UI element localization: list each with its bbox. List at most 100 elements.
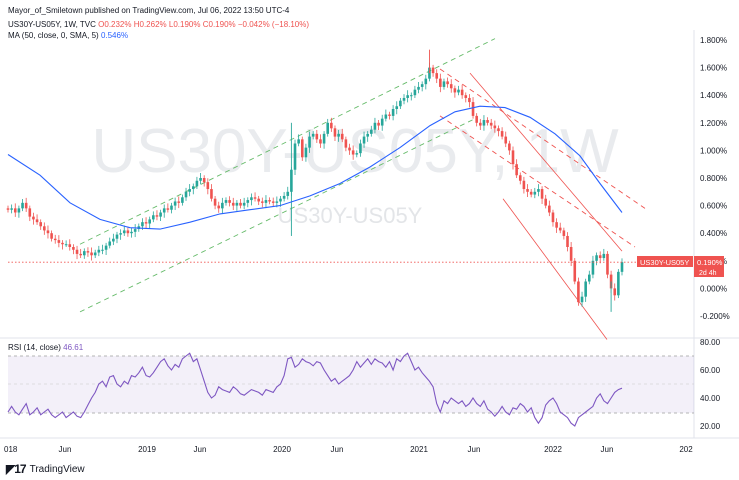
candle-body [162, 208, 166, 213]
candle-body [72, 247, 75, 250]
candle-body [482, 120, 486, 126]
candle-body [235, 202, 239, 206]
candle-body [213, 198, 217, 206]
time-tick-label: 202 [679, 445, 693, 454]
candle-body [195, 180, 199, 187]
rsi-tick-label: 60.00 [700, 366, 721, 375]
candle-body [500, 131, 504, 137]
candle-body [108, 241, 112, 246]
time-tick-label: 2022 [544, 445, 562, 454]
candle-body [275, 201, 279, 203]
candle-body [268, 200, 271, 202]
candle-body [366, 133, 369, 137]
channel-red-inner-top [469, 72, 623, 252]
candle-body [13, 208, 17, 213]
candle-body [540, 189, 544, 199]
tradingview-logo-icon: ◤17 [6, 462, 27, 476]
candle-body [68, 244, 72, 247]
candle-body [508, 143, 511, 151]
candle-body [555, 222, 558, 228]
candle-body [573, 260, 577, 282]
candle-body [250, 197, 253, 201]
candle-body [112, 238, 115, 242]
candle-body [159, 212, 162, 217]
candle-body [148, 219, 151, 224]
candle-body [304, 147, 308, 158]
candle-body [617, 271, 620, 296]
candle-body [217, 205, 221, 209]
candle-body [406, 95, 409, 98]
candle-body [439, 78, 442, 87]
candle-body [93, 252, 97, 256]
candle-body [210, 189, 213, 199]
candle-body [39, 222, 42, 227]
candle-body [333, 128, 337, 137]
rsi-label: RSI (14, close) [8, 343, 61, 352]
candle-body [24, 202, 28, 209]
candle-body [566, 235, 569, 247]
price-tag-value: 0.190% [697, 258, 723, 267]
price-tick-label: -0.200% [700, 312, 730, 321]
ma-legend[interactable]: MA (50, close, 0, SMA, 5) 0.546% [8, 31, 128, 40]
candle-body [370, 129, 373, 134]
candle-body [126, 230, 130, 234]
candle-body [152, 215, 155, 220]
rsi-legend[interactable]: RSI (14, close) 46.61 [8, 343, 83, 352]
ma-line[interactable] [7, 105, 623, 230]
candle-body [239, 202, 242, 206]
candle-body [199, 178, 202, 181]
candle-body [46, 230, 50, 234]
candle-body [32, 216, 35, 220]
candles[interactable] [6, 49, 624, 312]
candle-body [620, 262, 624, 272]
price-tag-countdown: 2d 4h [699, 270, 717, 277]
candle-body [43, 226, 46, 231]
candle-body [584, 281, 587, 297]
candle-body [53, 238, 57, 241]
rsi-tick-label: 80.00 [700, 338, 721, 347]
candle-body [181, 197, 184, 203]
candle-body [558, 227, 562, 231]
candle-body [21, 202, 24, 209]
candle-body [279, 198, 282, 202]
candle-body [384, 114, 388, 119]
candle-body [497, 128, 500, 132]
rsi-line[interactable] [7, 352, 623, 427]
candle-body [6, 208, 10, 210]
time-tick-label: 2021 [410, 445, 428, 454]
candle-body [297, 139, 300, 144]
candle-body [351, 150, 355, 155]
symbol-legend[interactable]: US30Y-US05Y, 1W, TVC O0.232% H0.262% L0.… [8, 20, 309, 29]
candle-body [253, 197, 257, 199]
candle-body [606, 253, 609, 275]
candle-body [122, 230, 126, 234]
candle-body [377, 122, 380, 126]
trend-channels[interactable] [79, 38, 646, 340]
candle-body [79, 253, 82, 256]
candle-body [395, 106, 399, 109]
candle-body [373, 122, 377, 130]
rsi-band [8, 356, 694, 413]
candle-body [348, 147, 351, 151]
tradingview-brand[interactable]: ◤17 TradingView [6, 462, 85, 476]
price-tick-label: 0.600% [700, 202, 727, 211]
time-tick-label: 2019 [138, 445, 156, 454]
rsi-tick-label: 20.00 [700, 422, 721, 431]
candle-body [308, 136, 311, 148]
candle-body [537, 189, 540, 192]
candle-body [97, 249, 101, 253]
candle-body [115, 234, 119, 239]
candle-body [355, 153, 359, 155]
candle-body [170, 205, 173, 210]
time-tick-label: Jun [468, 445, 481, 454]
candle-body [577, 281, 580, 303]
candle-body [173, 201, 177, 206]
time-tick-label: Jun [331, 445, 344, 454]
candle-body [50, 233, 53, 239]
candle-body [184, 191, 188, 198]
candle-body [61, 242, 64, 245]
candle-body [591, 260, 595, 275]
watermark-small: US30Y-US05Y [278, 203, 423, 228]
candle-body [271, 201, 275, 203]
